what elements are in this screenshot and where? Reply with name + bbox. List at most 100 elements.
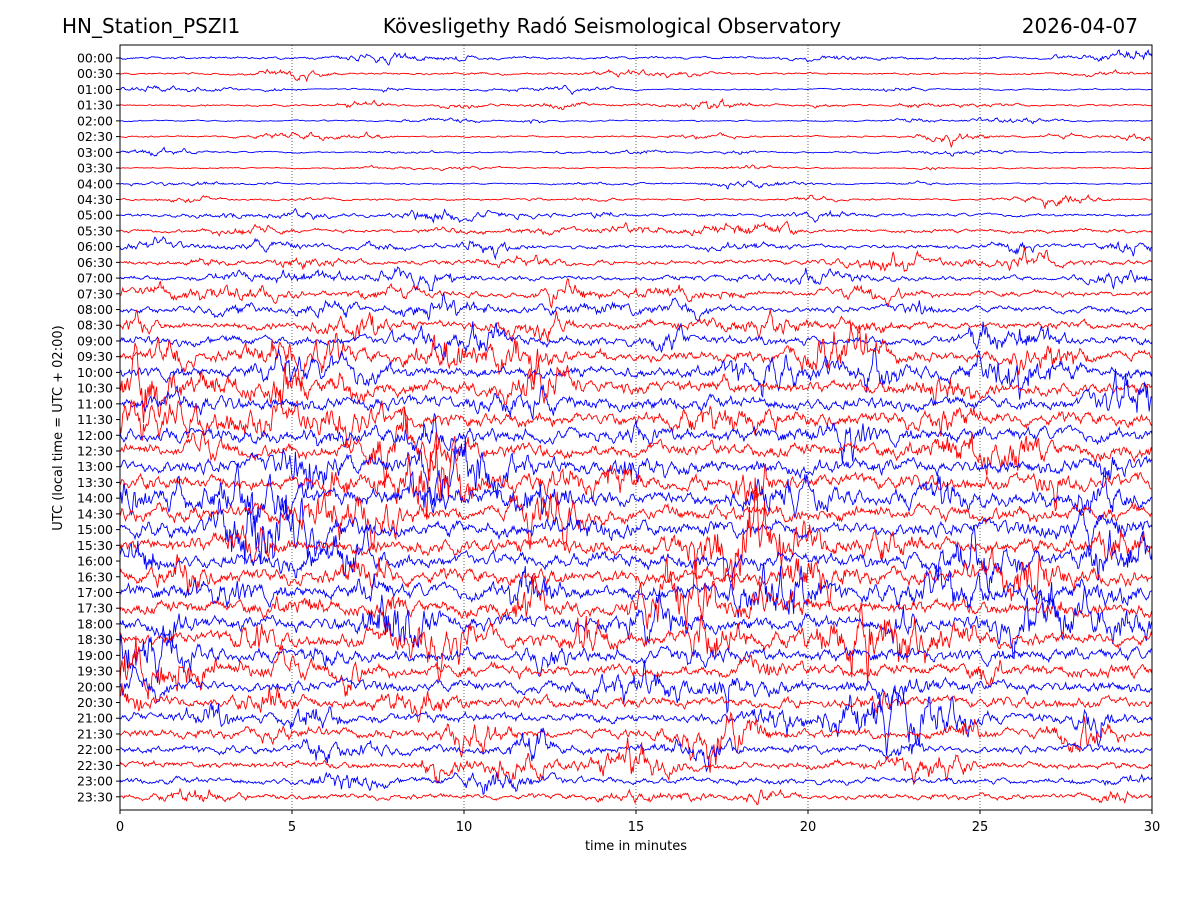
- y-tick-label: 14:30: [77, 506, 113, 521]
- y-tick-label: 15:00: [77, 522, 113, 537]
- y-tick-label: 07:00: [77, 271, 113, 286]
- y-tick-label: 06:00: [77, 239, 113, 254]
- trace-0300: [120, 146, 1152, 157]
- x-tick-label: 20: [800, 820, 817, 835]
- trace-1600: [120, 525, 1152, 593]
- trace-1100: [120, 368, 1152, 420]
- trace-0500: [120, 207, 1152, 224]
- y-tick-label: 18:00: [77, 616, 113, 631]
- trace-2000: [120, 660, 1152, 715]
- x-tick-label: 0: [116, 820, 124, 835]
- y-tick-label: 21:30: [77, 726, 113, 741]
- trace-0430: [120, 194, 1152, 210]
- y-tick-label: 03:30: [77, 161, 113, 176]
- y-tick-label: 12:00: [77, 428, 113, 443]
- trace-1200: [120, 412, 1152, 463]
- y-tick-label: 08:00: [77, 302, 113, 317]
- y-tick-label: 04:00: [77, 176, 113, 191]
- y-tick-label: 22:00: [77, 742, 113, 757]
- trace-0730: [120, 278, 1152, 309]
- y-tick-label: 01:00: [77, 82, 113, 97]
- trace-1830: [120, 602, 1152, 687]
- trace-1000: [120, 347, 1152, 400]
- trace-2130: [120, 711, 1152, 773]
- trace-1300: [120, 437, 1152, 514]
- trace-2100: [120, 684, 1152, 756]
- trace-1930: [120, 635, 1152, 700]
- y-tick-label: 05:30: [77, 223, 113, 238]
- y-tick-label: 10:00: [77, 365, 113, 380]
- chart-title: Kövesligethy Radó Seismological Observat…: [382, 14, 842, 38]
- trace-1700: [120, 562, 1152, 618]
- y-tick-label: 03:00: [77, 145, 113, 160]
- y-tick-label: 02:30: [77, 129, 113, 144]
- y-tick-label: 21:00: [77, 711, 113, 726]
- y-tick-label: 11:00: [77, 396, 113, 411]
- y-axis-ticks: 00:0000:3001:0001:3002:0002:3003:0003:30…: [77, 51, 120, 804]
- y-tick-label: 00:00: [77, 51, 113, 66]
- y-tick-label: 23:00: [77, 774, 113, 789]
- y-tick-label: 14:00: [77, 491, 113, 506]
- y-tick-label: 20:30: [77, 695, 113, 710]
- trace-0000: [120, 48, 1152, 66]
- y-tick-label: 22:30: [77, 758, 113, 773]
- trace-1730: [120, 556, 1152, 630]
- y-tick-label: 16:00: [77, 554, 113, 569]
- station-name: HN_Station_PSZI1: [62, 14, 241, 38]
- trace-0630: [120, 247, 1152, 273]
- x-tick-label: 30: [1144, 820, 1161, 835]
- y-tick-label: 02:00: [77, 113, 113, 128]
- trace-0830: [120, 308, 1152, 342]
- trace-1400: [120, 463, 1152, 537]
- y-tick-label: 09:30: [77, 349, 113, 364]
- y-tick-label: 15:30: [77, 538, 113, 553]
- trace-2230: [120, 737, 1152, 786]
- y-tick-label: 04:30: [77, 192, 113, 207]
- y-tick-label: 13:30: [77, 475, 113, 490]
- x-axis-ticks: 0 5 10 15 20 25 30: [116, 810, 1160, 835]
- trace-0600: [120, 235, 1152, 261]
- trace-1430: [120, 491, 1152, 551]
- trace-0030: [120, 68, 1152, 83]
- trace-1230: [120, 407, 1152, 483]
- trace-0800: [120, 292, 1152, 322]
- y-tick-label: 06:30: [77, 255, 113, 270]
- trace-1630: [120, 547, 1152, 607]
- y-tick-label: 17:30: [77, 601, 113, 616]
- y-tick-label: 17:00: [77, 585, 113, 600]
- y-tick-label: 09:00: [77, 333, 113, 348]
- y-tick-label: 18:30: [77, 632, 113, 647]
- y-tick-label: 10:30: [77, 381, 113, 396]
- seismic-traces: [120, 48, 1152, 806]
- trace-0700: [120, 266, 1152, 292]
- y-tick-label: 20:00: [77, 679, 113, 694]
- y-tick-label: 16:30: [77, 569, 113, 584]
- y-tick-label: 11:30: [77, 412, 113, 427]
- y-tick-label: 07:30: [77, 286, 113, 301]
- trace-2300: [120, 771, 1152, 796]
- chart-date: 2026-04-07: [1021, 14, 1138, 38]
- y-tick-label: 00:30: [77, 66, 113, 81]
- trace-1900: [120, 628, 1152, 683]
- y-tick-label: 19:30: [77, 664, 113, 679]
- trace-0400: [120, 180, 1152, 190]
- x-tick-label: 25: [972, 820, 989, 835]
- x-tick-label: 5: [288, 820, 296, 835]
- trace-0530: [120, 220, 1152, 237]
- y-tick-label: 08:30: [77, 318, 113, 333]
- trace-2330: [120, 787, 1152, 806]
- trace-0130: [120, 97, 1152, 111]
- y-axis-label: UTC (local time = UTC + 02:00): [51, 325, 66, 530]
- x-axis-label: time in minutes: [585, 839, 687, 854]
- trace-1030: [120, 342, 1152, 423]
- trace-0100: [120, 84, 1152, 96]
- trace-2200: [120, 727, 1152, 773]
- y-tick-label: 19:00: [77, 648, 113, 663]
- y-tick-label: 01:30: [77, 98, 113, 113]
- y-tick-label: 13:00: [77, 459, 113, 474]
- trace-0330: [120, 164, 1152, 172]
- trace-1330: [120, 436, 1152, 520]
- trace-1800: [120, 582, 1152, 660]
- trace-1500: [120, 491, 1152, 565]
